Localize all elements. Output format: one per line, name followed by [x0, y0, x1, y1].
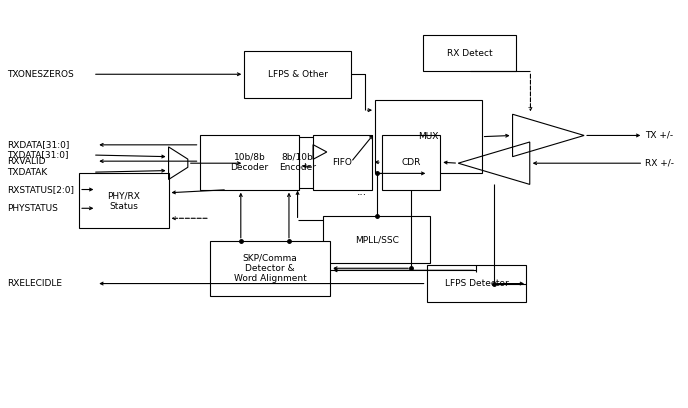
Text: 10b/8b
Decoder: 10b/8b Decoder	[230, 153, 268, 172]
Bar	[313, 135, 372, 190]
Text: RX Detect: RX Detect	[447, 49, 493, 58]
Text: ...: ...	[356, 187, 367, 197]
Bar	[323, 216, 430, 263]
Text: RX +/-: RX +/-	[645, 159, 674, 168]
Bar	[427, 265, 526, 302]
Text: PHY/RX
Status: PHY/RX Status	[107, 191, 140, 211]
Bar	[79, 173, 169, 228]
Text: MUX: MUX	[418, 132, 438, 141]
Text: SKP/Comma
Detector &
Word Alignment: SKP/Comma Detector & Word Alignment	[234, 253, 306, 283]
Text: PHYSTATUS: PHYSTATUS	[7, 204, 58, 213]
Text: LFPS & Other: LFPS & Other	[268, 70, 327, 79]
Text: TX +/-: TX +/-	[645, 131, 673, 140]
Text: TXONESZEROS: TXONESZEROS	[7, 70, 74, 79]
Text: CDR: CDR	[401, 157, 421, 167]
Bar	[423, 35, 516, 71]
Bar	[210, 241, 330, 296]
Text: FIFO: FIFO	[332, 157, 352, 167]
Text: RXVALID: RXVALID	[7, 157, 45, 166]
Bar	[200, 135, 299, 190]
Text: TXDATA[31:0]: TXDATA[31:0]	[7, 151, 68, 160]
Text: RXSTATUS[2:0]: RXSTATUS[2:0]	[7, 185, 74, 194]
Text: RXELECIDLE: RXELECIDLE	[7, 279, 62, 288]
Bar	[375, 100, 482, 173]
Text: LFPS Detector: LFPS Detector	[444, 279, 508, 288]
Bar	[244, 51, 351, 98]
Bar	[244, 137, 351, 188]
Text: MPLL/SSC: MPLL/SSC	[355, 235, 398, 244]
Text: TXDATAK: TXDATAK	[7, 168, 47, 177]
Text: RXDATA[31:0]: RXDATA[31:0]	[7, 140, 69, 149]
Text: 8b/10b
Encoder: 8b/10b Encoder	[279, 153, 316, 172]
Bar	[382, 135, 440, 190]
